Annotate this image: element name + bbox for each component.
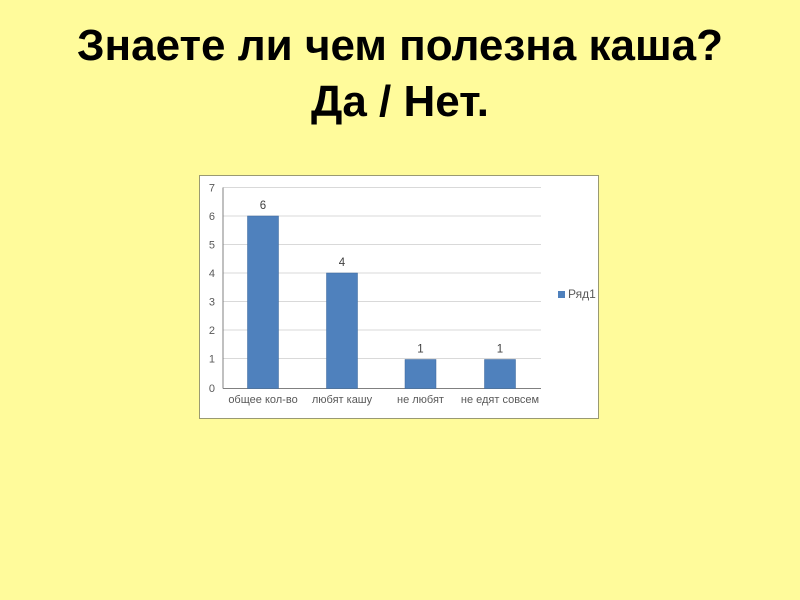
svg-text:Ряд1: Ряд1 xyxy=(568,287,596,301)
svg-text:3: 3 xyxy=(209,297,215,309)
svg-text:1: 1 xyxy=(209,354,215,366)
svg-text:1: 1 xyxy=(417,344,423,356)
svg-text:4: 4 xyxy=(209,268,215,280)
svg-text:0: 0 xyxy=(209,383,215,395)
svg-text:2: 2 xyxy=(209,325,215,337)
svg-text:7: 7 xyxy=(209,183,215,195)
svg-text:не любят: не любят xyxy=(397,394,444,406)
svg-text:общее кол-во: общее кол-во xyxy=(228,394,297,406)
svg-text:4: 4 xyxy=(339,257,346,269)
svg-text:любят кашу: любят кашу xyxy=(312,394,373,406)
svg-text:6: 6 xyxy=(209,211,215,223)
svg-text:6: 6 xyxy=(260,200,266,212)
svg-text:не едят совсем: не едят совсем xyxy=(461,394,539,406)
svg-text:1: 1 xyxy=(497,344,503,356)
svg-text:5: 5 xyxy=(209,240,215,252)
